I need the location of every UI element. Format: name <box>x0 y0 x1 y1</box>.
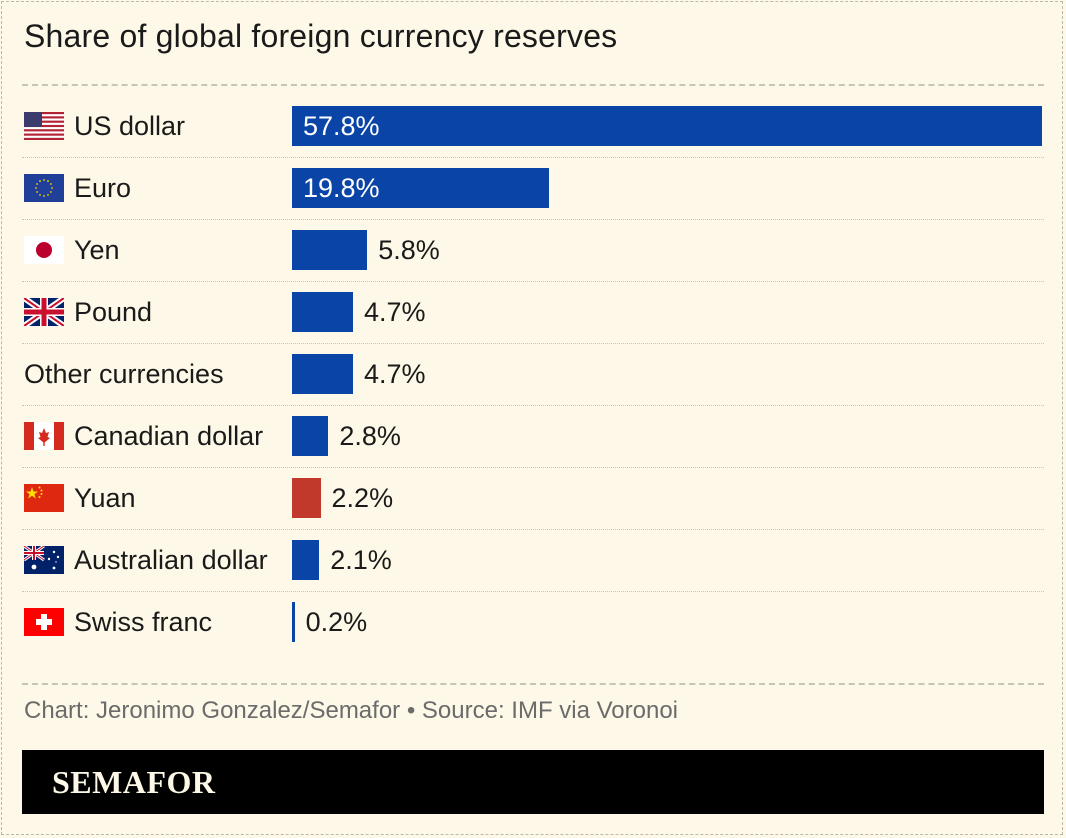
category-label: Canadian dollar <box>74 421 264 451</box>
value-label: 2.8% <box>339 421 401 451</box>
category-label: Yuan <box>74 483 136 513</box>
footer-divider <box>22 683 1044 685</box>
category-label: Swiss franc <box>74 607 213 637</box>
bar <box>292 602 295 642</box>
row-separator <box>22 343 1044 344</box>
japan-flag-icon <box>24 236 64 264</box>
bar <box>292 106 1042 146</box>
switzerland-flag-icon <box>24 608 64 636</box>
category-label: Other currencies <box>24 359 224 389</box>
eu-flag-icon <box>24 174 64 202</box>
row-separator <box>22 591 1044 592</box>
australia-flag-icon <box>23 544 64 574</box>
bar <box>292 230 368 270</box>
category-label: Pound <box>74 297 153 327</box>
row-separator <box>22 405 1044 406</box>
value-label: 2.1% <box>330 545 392 575</box>
brand-logo: SEMAFOR <box>52 764 216 800</box>
value-label: 0.2% <box>305 607 368 637</box>
canada-flag-icon <box>24 422 64 450</box>
us-flag-icon <box>24 112 64 140</box>
row-separator <box>22 281 1044 282</box>
row-separator <box>22 157 1044 158</box>
category-label: Euro <box>74 173 132 203</box>
bar <box>292 168 549 208</box>
bar <box>292 354 353 394</box>
bar <box>292 292 353 332</box>
value-label: 19.8% <box>303 173 380 203</box>
bar <box>292 540 320 580</box>
china-flag-icon <box>24 484 64 512</box>
row-separator <box>22 529 1044 530</box>
category-label: US dollar <box>74 111 186 141</box>
chart-credit: Chart: Jeronimo Gonzalez/Semafor • Sourc… <box>24 697 679 724</box>
value-label: 4.7% <box>363 297 426 327</box>
bar <box>292 416 329 456</box>
bar <box>292 478 321 518</box>
uk-flag-icon <box>22 295 66 329</box>
category-label: Yen <box>74 235 120 265</box>
value-label: 4.7% <box>363 359 426 389</box>
value-label: 2.2% <box>331 483 394 513</box>
brand-bar: SEMAFOR <box>22 750 1044 814</box>
value-label: 5.8% <box>378 235 440 265</box>
row-separator <box>22 467 1044 468</box>
value-label: 57.8% <box>303 111 380 141</box>
title-divider <box>22 84 1044 86</box>
chart-title: Share of global foreign currency reserve… <box>24 18 618 54</box>
row-separator <box>22 219 1044 220</box>
category-label: Australian dollar <box>74 545 268 575</box>
